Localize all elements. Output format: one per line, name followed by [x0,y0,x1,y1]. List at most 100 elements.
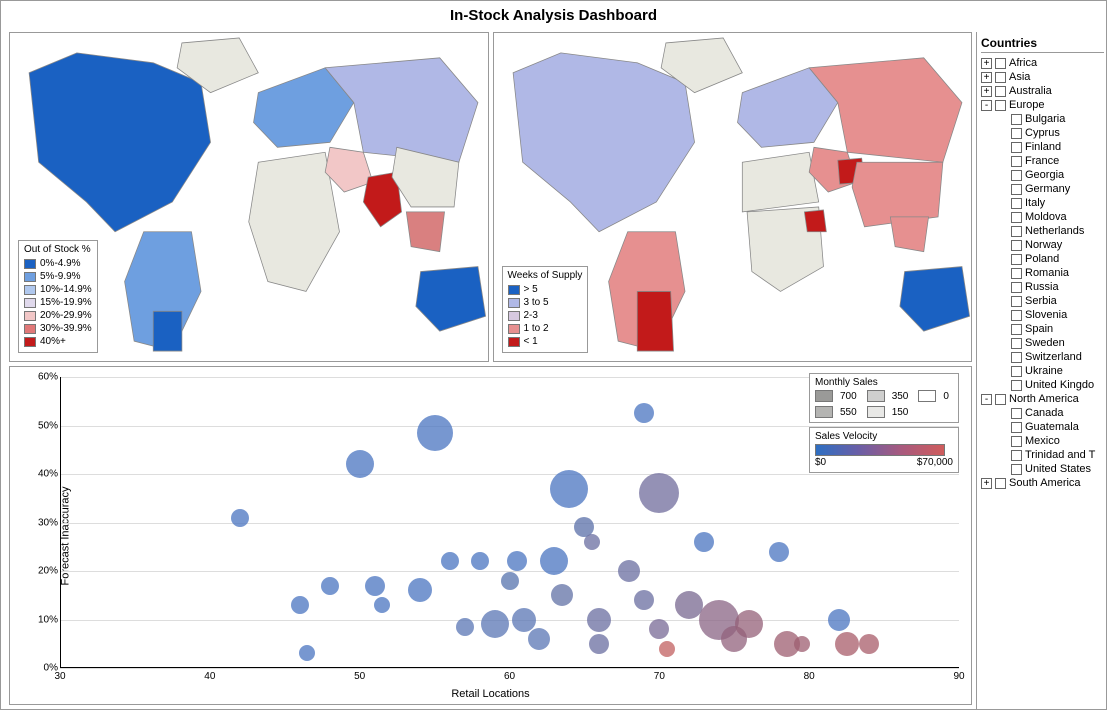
tree-item[interactable]: Russia [981,280,1104,294]
scatter-bubble[interactable] [441,552,459,570]
scatter-bubble[interactable] [634,403,654,423]
scatter-bubble[interactable] [346,450,374,478]
expand-icon[interactable]: + [981,72,992,83]
map-region-sa-ar[interactable] [637,291,673,351]
checkbox[interactable] [1011,408,1022,419]
map-region-sea[interactable] [890,217,928,252]
scatter-bubble[interactable] [794,636,810,652]
tree-item[interactable]: Moldova [981,210,1104,224]
scatter-bubble[interactable] [551,584,573,606]
tree-item[interactable]: Mexico [981,434,1104,448]
scatter-bubble[interactable] [550,470,588,508]
tree-item[interactable]: United States [981,462,1104,476]
scatter-bubble[interactable] [512,608,536,632]
scatter-bubble[interactable] [859,634,879,654]
tree-item[interactable]: Spain [981,322,1104,336]
scatter-bubble[interactable] [828,609,850,631]
scatter-bubble[interactable] [471,552,489,570]
expand-icon[interactable]: + [981,478,992,489]
scatter-bubble[interactable] [735,610,763,638]
scatter-bubble[interactable] [507,551,527,571]
tree-item[interactable]: -North America [981,392,1104,406]
tree-item[interactable]: Georgia [981,168,1104,182]
checkbox[interactable] [1011,338,1022,349]
map-region-sea[interactable] [406,212,444,252]
checkbox[interactable] [1011,184,1022,195]
tree-item[interactable]: Cyprus [981,126,1104,140]
checkbox[interactable] [995,478,1006,489]
map-region-au[interactable] [416,267,486,332]
tree-item[interactable]: Canada [981,406,1104,420]
checkbox[interactable] [995,58,1006,69]
scatter-bubble[interactable] [589,634,609,654]
tree-item[interactable]: Poland [981,252,1104,266]
collapse-icon[interactable]: - [981,394,992,405]
tree-item[interactable]: France [981,154,1104,168]
checkbox[interactable] [1011,450,1022,461]
checkbox[interactable] [1011,296,1022,307]
checkbox[interactable] [1011,282,1022,293]
tree-item[interactable]: Switzerland [981,350,1104,364]
expand-icon[interactable]: + [981,86,992,97]
scatter-bubble[interactable] [365,576,385,596]
scatter-bubble[interactable] [417,415,453,451]
checkbox[interactable] [995,394,1006,405]
map-region-et[interactable] [804,210,826,232]
checkbox[interactable] [1011,128,1022,139]
checkbox[interactable] [1011,114,1022,125]
scatter-bubble[interactable] [231,509,249,527]
tree-item[interactable]: Guatemala [981,420,1104,434]
tree-item[interactable]: Italy [981,196,1104,210]
checkbox[interactable] [1011,170,1022,181]
checkbox[interactable] [1011,310,1022,321]
checkbox[interactable] [1011,226,1022,237]
tree-item[interactable]: +South America [981,476,1104,490]
checkbox[interactable] [1011,422,1022,433]
checkbox[interactable] [995,100,1006,111]
scatter-bubble[interactable] [456,618,474,636]
scatter-bubble[interactable] [769,542,789,562]
collapse-icon[interactable]: - [981,100,992,111]
scatter-bubble[interactable] [291,596,309,614]
tree-item[interactable]: +Africa [981,56,1104,70]
tree-item[interactable]: Trinidad and T [981,448,1104,462]
tree-item[interactable]: Norway [981,238,1104,252]
checkbox[interactable] [1011,464,1022,475]
checkbox[interactable] [995,86,1006,97]
checkbox[interactable] [1011,142,1022,153]
tree-item[interactable]: Slovenia [981,308,1104,322]
map-region-na[interactable] [513,53,694,232]
tree-item[interactable]: Germany [981,182,1104,196]
tree-item[interactable]: +Asia [981,70,1104,84]
checkbox[interactable] [1011,198,1022,209]
checkbox[interactable] [1011,240,1022,251]
map-region-na[interactable] [29,53,210,232]
tree-item[interactable]: United Kingdo [981,378,1104,392]
scatter-bubble[interactable] [587,608,611,632]
scatter-bubble[interactable] [634,590,654,610]
map-region-me[interactable] [325,147,373,192]
tree-item[interactable]: Sweden [981,336,1104,350]
tree-item[interactable]: Ukraine [981,364,1104,378]
checkbox[interactable] [1011,268,1022,279]
scatter-bubble[interactable] [299,645,315,661]
scatter-panel[interactable]: Forecast Inaccuracy Retail Locations Mon… [9,366,972,705]
checkbox[interactable] [995,72,1006,83]
tree-item[interactable]: Bulgaria [981,112,1104,126]
checkbox[interactable] [1011,352,1022,363]
scatter-bubble[interactable] [408,578,432,602]
tree-item[interactable]: Serbia [981,294,1104,308]
map-region-sa-ar[interactable] [153,311,182,351]
scatter-bubble[interactable] [321,577,339,595]
checkbox[interactable] [1011,380,1022,391]
scatter-bubble[interactable] [694,532,714,552]
checkbox[interactable] [1011,436,1022,447]
scatter-bubble[interactable] [618,560,640,582]
map1-panel[interactable]: Out of Stock % 0%-4.9%5%-9.9%10%-14.9%15… [9,32,489,362]
scatter-bubble[interactable] [501,572,519,590]
checkbox[interactable] [1011,156,1022,167]
scatter-bubble[interactable] [659,641,675,657]
scatter-bubble[interactable] [835,632,859,656]
tree-item[interactable]: Netherlands [981,224,1104,238]
expand-icon[interactable]: + [981,58,992,69]
